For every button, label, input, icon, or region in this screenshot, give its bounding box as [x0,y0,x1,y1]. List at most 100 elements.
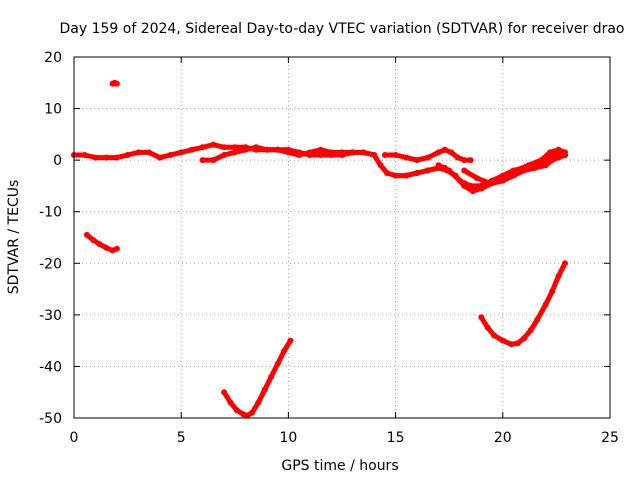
y-tick-label: -40 [39,359,62,375]
y-tick-label: -20 [39,256,62,272]
data-point [113,154,120,161]
series-main-band-b [199,144,378,164]
y-axis-title: SDTVAR / TECUs [6,180,22,295]
data-point [221,389,228,396]
y-tick-label: -30 [39,308,62,324]
data-point [446,167,453,174]
data-point [403,172,410,179]
data-point [287,337,294,344]
data-point [469,188,476,195]
data-point [542,162,549,169]
data-point [491,332,498,339]
data-point [555,273,562,280]
data-point [384,170,390,176]
data-point [549,288,556,295]
data-point [113,245,120,252]
data-point [499,175,506,182]
data-point [317,152,324,158]
data-point [178,149,185,156]
data-point [474,175,481,182]
data-point [255,399,262,406]
chart-title: Day 159 of 2024, Sidereal Day-to-day VTE… [59,21,624,37]
data-point [478,182,485,189]
data-point [371,152,378,158]
data-point [135,149,142,156]
data-point [461,157,468,164]
tick-labels: 0 5 10 15 20 25 -50 -40 -30 -20 -10 0 10 20 [39,50,619,446]
data-point [381,152,388,158]
data-point [90,237,97,244]
data-point [414,157,420,164]
data-point [424,154,431,161]
data-point [339,152,345,158]
data-point [328,152,335,158]
data-point [527,327,534,334]
data-point [514,340,521,347]
x-tick-label: 10 [279,430,297,446]
data-series [71,79,568,419]
data-point [525,162,532,169]
data-point [538,157,545,164]
data-point [317,146,324,153]
data-point [233,407,240,414]
data-point [274,146,281,153]
y-tick-label: 20 [44,50,62,66]
data-point [478,314,485,321]
data-point [461,167,468,174]
data-point [227,399,234,406]
series-evening-arc-a [381,146,474,164]
data-point [103,154,110,161]
data-point [499,337,506,344]
series-trace [478,260,568,347]
data-point [244,412,251,419]
data-point [486,180,493,187]
series-outlier-dot [109,79,120,87]
data-point [221,144,228,151]
data-point [392,152,399,158]
data-point [435,162,442,169]
data-point [210,157,217,164]
y-tick-label: -50 [39,411,62,427]
series-u-arc-right [478,260,568,348]
data-point [296,149,303,156]
data-point [221,152,228,158]
y-tick-label: 0 [53,153,62,169]
data-point [555,146,562,153]
data-point [253,144,260,151]
x-tick-label: 5 [177,430,186,446]
data-point [377,162,384,169]
series-trace [461,147,568,186]
data-point [441,146,448,153]
data-point [414,170,420,176]
data-point [512,167,519,174]
data-point [96,241,103,248]
series-evening-arc-d [461,146,568,187]
data-point [199,157,206,164]
data-point [274,360,281,367]
data-point [542,301,549,308]
x-tick-label: 0 [70,430,79,446]
y-tick-label: 10 [44,102,62,118]
data-point [435,149,442,156]
data-point [521,335,528,342]
data-point [467,182,474,189]
data-point [454,154,461,161]
data-point [113,80,120,87]
series-early-segment [83,231,120,254]
data-point [403,154,410,161]
data-point [467,157,474,164]
data-point [424,167,431,174]
series-u-arc-low [221,337,294,419]
data-point [562,149,568,156]
data-point [547,149,553,156]
grid-lines [74,57,610,418]
data-point [285,146,292,153]
x-axis-title: GPS time / hours [281,458,398,474]
data-point [242,146,249,153]
data-point [249,409,255,416]
data-point [167,152,174,158]
data-point [360,149,367,156]
axis-ticks [73,56,611,419]
data-point [124,152,131,158]
